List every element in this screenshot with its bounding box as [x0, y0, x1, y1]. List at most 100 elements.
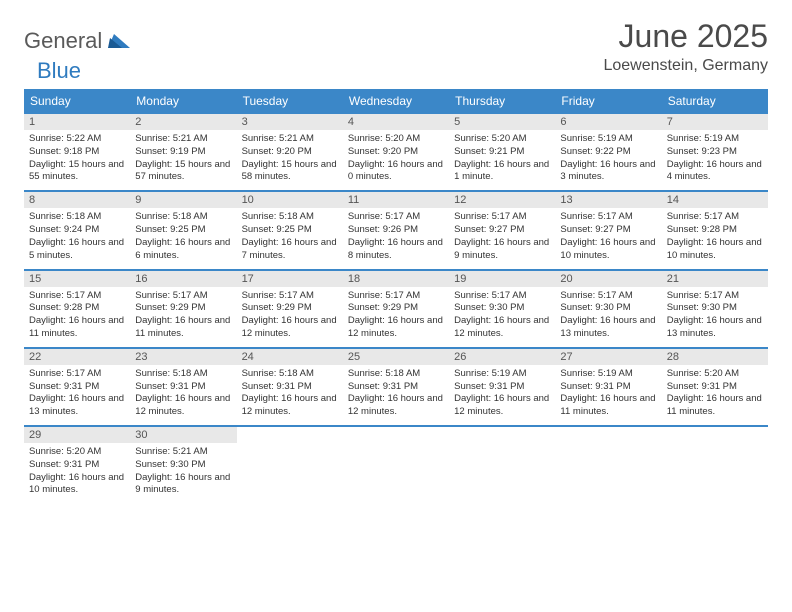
day-number: 9	[130, 192, 236, 208]
day-number: 20	[555, 271, 661, 287]
day-cell: 2Sunrise: 5:21 AMSunset: 9:19 PMDaylight…	[130, 114, 236, 190]
day-body: Sunrise: 5:21 AMSunset: 9:30 PMDaylight:…	[130, 443, 236, 503]
day-body: Sunrise: 5:18 AMSunset: 9:31 PMDaylight:…	[130, 365, 236, 425]
day-number: 29	[24, 427, 130, 443]
sunrise-text: Sunrise: 5:18 AM	[135, 211, 231, 224]
day-number: 27	[555, 349, 661, 365]
day-cell: 26Sunrise: 5:19 AMSunset: 9:31 PMDayligh…	[449, 349, 555, 425]
daylight-text: Daylight: 15 hours and 55 minutes.	[29, 159, 125, 185]
sunrise-text: Sunrise: 5:21 AM	[242, 133, 338, 146]
brand-part2: Blue	[37, 58, 81, 84]
sunrise-text: Sunrise: 5:20 AM	[348, 133, 444, 146]
day-body: Sunrise: 5:18 AMSunset: 9:31 PMDaylight:…	[237, 365, 343, 425]
day-number: 7	[662, 114, 768, 130]
sunrise-text: Sunrise: 5:19 AM	[667, 133, 763, 146]
day-body: Sunrise: 5:19 AMSunset: 9:31 PMDaylight:…	[449, 365, 555, 425]
day-number: 18	[343, 271, 449, 287]
day-number: 22	[24, 349, 130, 365]
week-row: 1Sunrise: 5:22 AMSunset: 9:18 PMDaylight…	[24, 112, 768, 190]
dow-saturday: Saturday	[662, 90, 768, 112]
daylight-text: Daylight: 16 hours and 10 minutes.	[667, 237, 763, 263]
daylight-text: Daylight: 16 hours and 6 minutes.	[135, 237, 231, 263]
week-row: 22Sunrise: 5:17 AMSunset: 9:31 PMDayligh…	[24, 347, 768, 425]
month-title: June 2025	[603, 18, 768, 55]
daylight-text: Daylight: 16 hours and 12 minutes.	[242, 393, 338, 419]
brand-part1: General	[24, 28, 102, 54]
day-cell: 13Sunrise: 5:17 AMSunset: 9:27 PMDayligh…	[555, 192, 661, 268]
day-number: 13	[555, 192, 661, 208]
sunrise-text: Sunrise: 5:17 AM	[667, 211, 763, 224]
day-cell: 27Sunrise: 5:19 AMSunset: 9:31 PMDayligh…	[555, 349, 661, 425]
daylight-text: Daylight: 16 hours and 4 minutes.	[667, 159, 763, 185]
day-cell	[555, 427, 661, 503]
daylight-text: Daylight: 16 hours and 13 minutes.	[29, 393, 125, 419]
daylight-text: Daylight: 16 hours and 13 minutes.	[560, 315, 656, 341]
daylight-text: Daylight: 16 hours and 12 minutes.	[135, 393, 231, 419]
day-body: Sunrise: 5:20 AMSunset: 9:31 PMDaylight:…	[24, 443, 130, 503]
day-body: Sunrise: 5:17 AMSunset: 9:26 PMDaylight:…	[343, 208, 449, 268]
daylight-text: Daylight: 16 hours and 12 minutes.	[348, 393, 444, 419]
sunset-text: Sunset: 9:28 PM	[29, 302, 125, 315]
day-number: 21	[662, 271, 768, 287]
week-row: 15Sunrise: 5:17 AMSunset: 9:28 PMDayligh…	[24, 269, 768, 347]
sunrise-text: Sunrise: 5:17 AM	[242, 290, 338, 303]
daylight-text: Daylight: 16 hours and 12 minutes.	[454, 315, 550, 341]
day-body: Sunrise: 5:19 AMSunset: 9:22 PMDaylight:…	[555, 130, 661, 190]
day-cell: 7 Sunrise: 5:19 AMSunset: 9:23 PMDaylight…	[662, 114, 768, 190]
day-body: Sunrise: 5:17 AMSunset: 9:27 PMDaylight:…	[555, 208, 661, 268]
day-cell: 24Sunrise: 5:18 AMSunset: 9:31 PMDayligh…	[237, 349, 343, 425]
day-cell: 30Sunrise: 5:21 AMSunset: 9:30 PMDayligh…	[130, 427, 236, 503]
day-body: Sunrise: 5:19 AMSunset: 9:31 PMDaylight:…	[555, 365, 661, 425]
dow-friday: Friday	[555, 90, 661, 112]
day-cell	[449, 427, 555, 503]
day-body: Sunrise: 5:18 AMSunset: 9:25 PMDaylight:…	[130, 208, 236, 268]
day-number: 8	[24, 192, 130, 208]
sunset-text: Sunset: 9:28 PM	[667, 224, 763, 237]
sunrise-text: Sunrise: 5:17 AM	[454, 290, 550, 303]
daylight-text: Daylight: 16 hours and 11 minutes.	[667, 393, 763, 419]
daylight-text: Daylight: 16 hours and 7 minutes.	[242, 237, 338, 263]
sunset-text: Sunset: 9:20 PM	[348, 146, 444, 159]
day-cell: 19Sunrise: 5:17 AMSunset: 9:30 PMDayligh…	[449, 271, 555, 347]
sunset-text: Sunset: 9:23 PM	[667, 146, 763, 159]
sunset-text: Sunset: 9:30 PM	[560, 302, 656, 315]
day-cell: 23Sunrise: 5:18 AMSunset: 9:31 PMDayligh…	[130, 349, 236, 425]
sunset-text: Sunset: 9:18 PM	[29, 146, 125, 159]
sunset-text: Sunset: 9:21 PM	[454, 146, 550, 159]
day-cell: 28Sunrise: 5:20 AMSunset: 9:31 PMDayligh…	[662, 349, 768, 425]
calendar: Sunday Monday Tuesday Wednesday Thursday…	[24, 89, 768, 503]
week-row: 29Sunrise: 5:20 AMSunset: 9:31 PMDayligh…	[24, 425, 768, 503]
daylight-text: Daylight: 15 hours and 57 minutes.	[135, 159, 231, 185]
sunrise-text: Sunrise: 5:20 AM	[454, 133, 550, 146]
brand-logo: General	[24, 28, 130, 54]
daylight-text: Daylight: 16 hours and 13 minutes.	[667, 315, 763, 341]
day-cell: 12Sunrise: 5:17 AMSunset: 9:27 PMDayligh…	[449, 192, 555, 268]
dow-monday: Monday	[130, 90, 236, 112]
sunrise-text: Sunrise: 5:17 AM	[454, 211, 550, 224]
sunset-text: Sunset: 9:29 PM	[348, 302, 444, 315]
day-body: Sunrise: 5:22 AMSunset: 9:18 PMDaylight:…	[24, 130, 130, 190]
day-cell: 17Sunrise: 5:17 AMSunset: 9:29 PMDayligh…	[237, 271, 343, 347]
sunset-text: Sunset: 9:29 PM	[242, 302, 338, 315]
sunset-text: Sunset: 9:31 PM	[454, 381, 550, 394]
day-cell: 6Sunrise: 5:19 AMSunset: 9:22 PMDaylight…	[555, 114, 661, 190]
day-body: Sunrise: 5:17 AMSunset: 9:27 PMDaylight:…	[449, 208, 555, 268]
title-block: June 2025 Loewenstein, Germany	[603, 18, 768, 75]
day-body: Sunrise: 5:21 AMSunset: 9:20 PMDaylight:…	[237, 130, 343, 190]
dow-sunday: Sunday	[24, 90, 130, 112]
sunrise-text: Sunrise: 5:18 AM	[348, 368, 444, 381]
sunrise-text: Sunrise: 5:17 AM	[29, 290, 125, 303]
day-number: 24	[237, 349, 343, 365]
location-label: Loewenstein, Germany	[603, 57, 768, 75]
day-cell	[662, 427, 768, 503]
sunrise-text: Sunrise: 5:17 AM	[135, 290, 231, 303]
day-number: 26	[449, 349, 555, 365]
daylight-text: Daylight: 16 hours and 12 minutes.	[348, 315, 444, 341]
day-number: 28	[662, 349, 768, 365]
sunset-text: Sunset: 9:31 PM	[29, 459, 125, 472]
sunset-text: Sunset: 9:31 PM	[348, 381, 444, 394]
day-number: 16	[130, 271, 236, 287]
day-cell: 9Sunrise: 5:18 AMSunset: 9:25 PMDaylight…	[130, 192, 236, 268]
dow-header-row: Sunday Monday Tuesday Wednesday Thursday…	[24, 89, 768, 112]
daylight-text: Daylight: 16 hours and 10 minutes.	[560, 237, 656, 263]
